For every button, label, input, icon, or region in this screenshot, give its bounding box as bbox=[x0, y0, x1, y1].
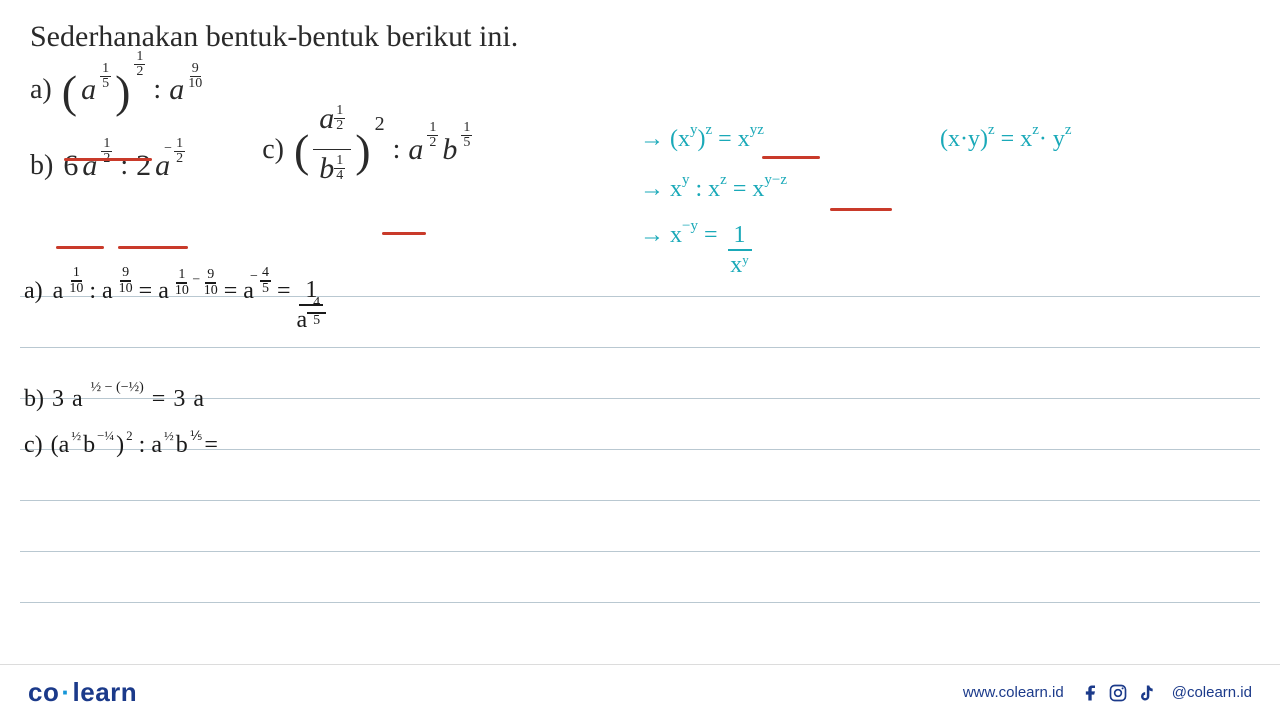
problem-b: b) 6 a 12 : 2 a −12 bbox=[30, 149, 202, 183]
rule-note: → (xy)z = xyz bbox=[640, 126, 764, 153]
red-underline bbox=[56, 246, 104, 249]
footer-url: www.colearn.id bbox=[963, 684, 1064, 701]
facebook-icon bbox=[1080, 683, 1100, 703]
red-underline bbox=[64, 158, 152, 161]
logo: co·learn bbox=[28, 677, 137, 708]
social-icons bbox=[1080, 683, 1156, 703]
rule-note: (x·y)z = xz· yz bbox=[940, 126, 1072, 153]
problem-c: c) ( a12 b14 ) 2 : a 12 b 15 bbox=[262, 102, 472, 197]
ruled-lines bbox=[0, 296, 1280, 644]
footer-handle: @colearn.id bbox=[1172, 684, 1252, 701]
footer: co·learn www.colearn.id @colearn.id bbox=[0, 664, 1280, 720]
red-underline bbox=[382, 232, 426, 235]
tiktok-icon bbox=[1136, 683, 1156, 703]
red-underline bbox=[830, 208, 892, 211]
work-a: a) a 110 : a 910 = a 110 − 910 = a −45 =… bbox=[24, 278, 326, 340]
rule-note: → xy : xz = xy−z bbox=[640, 176, 787, 203]
work-b: b) 3a ½ − (−½) = 3a bbox=[24, 386, 204, 413]
page-title: Sederhanakan bentuk-bentuk berikut ini. bbox=[30, 20, 1250, 54]
work-c: c) (a½ b−¼ )2 : a½ b⅕ = bbox=[24, 432, 218, 459]
red-underline bbox=[118, 246, 188, 249]
problem-a: a) ( a 15 ) 12 : a 910 bbox=[30, 72, 202, 109]
instagram-icon bbox=[1108, 683, 1128, 703]
red-underline bbox=[762, 156, 820, 159]
rule-note: → x−y = 1xy bbox=[640, 222, 752, 277]
